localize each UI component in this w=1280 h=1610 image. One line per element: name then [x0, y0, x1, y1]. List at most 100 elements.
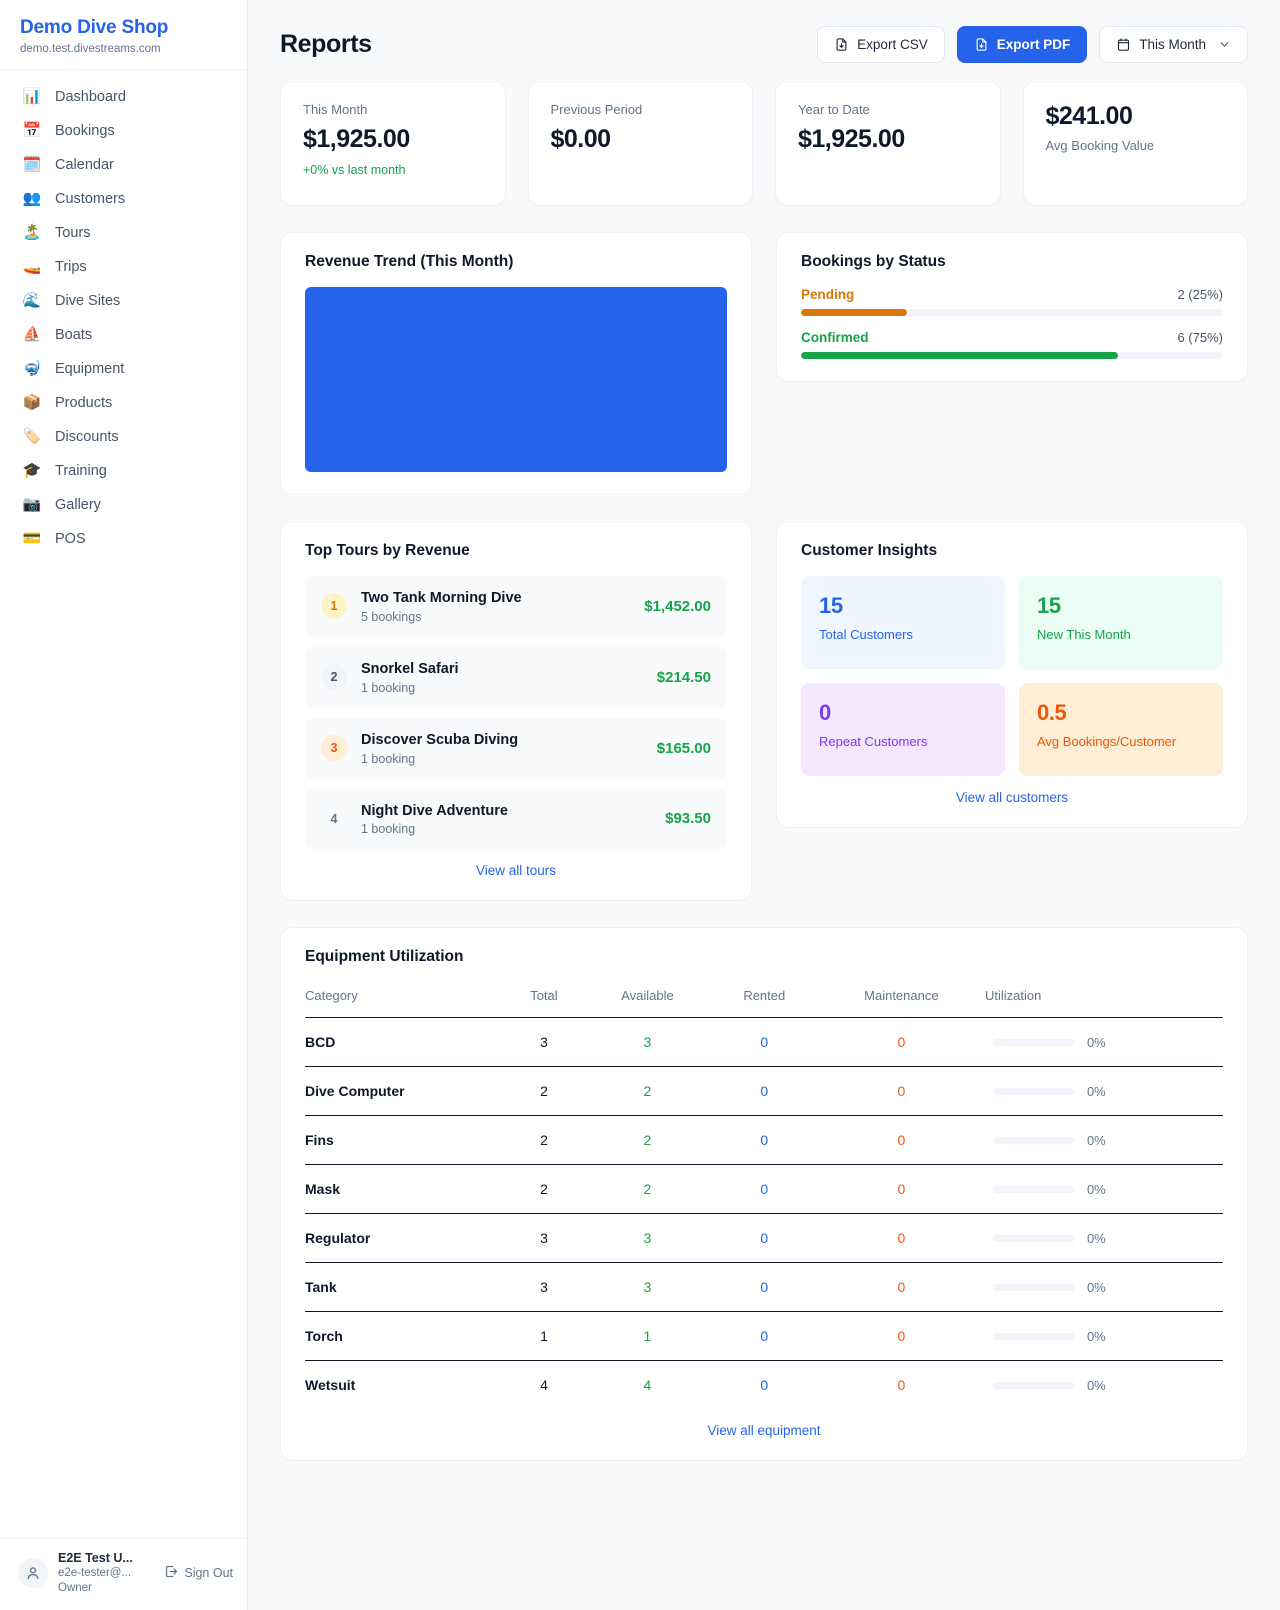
utilization-pct: 0%	[1086, 1034, 1106, 1050]
utilization-track	[992, 1332, 1075, 1340]
utilization-pct: 0%	[1086, 1230, 1106, 1246]
cell-available: 4	[643, 1377, 652, 1394]
sidebar-item-customers[interactable]: 👥 Customers	[0, 182, 247, 216]
sidebar-item-label: Boats	[55, 326, 93, 343]
tour-bookings-count: 1 booking	[361, 680, 416, 695]
column-header: Available	[584, 982, 711, 1019]
cell-utilization: 0%	[984, 1066, 1223, 1117]
sidebar-item-label: Calendar	[55, 156, 114, 173]
people-icon: 👥	[22, 190, 42, 208]
export-pdf-button[interactable]: Export PDF	[956, 26, 1088, 63]
cell-utilization: 0%	[984, 1311, 1223, 1362]
view-all-customers-link[interactable]: View all customers	[955, 790, 1069, 805]
sidebar-item-dashboard[interactable]: 📊 Dashboard	[0, 80, 247, 114]
status-progress-fill	[801, 352, 1118, 359]
sidebar-item-dive-sites[interactable]: 🌊 Dive Sites	[0, 284, 247, 318]
tour-row[interactable]: 4 Night Dive Adventure 1 booking $93.50	[305, 788, 727, 850]
cell-available: 3	[584, 1262, 711, 1313]
sidebar-nav: 📊 Dashboard 📅 Bookings 🗓️ Calendar 👥 Customers 🏝…	[0, 70, 247, 562]
revenue-trend-chart[interactable]	[305, 287, 727, 472]
sidebar-item-label: Trips	[55, 258, 87, 275]
top-tours-card: Top Tours by Revenue 1 Two Tank Morning D…	[280, 521, 752, 902]
sidebar-item-label: Tours	[55, 224, 91, 241]
sidebar-item-training[interactable]: 🎓 Training	[0, 454, 247, 488]
sidebar-item-products[interactable]: 📦 Products	[0, 386, 247, 420]
tour-bookings-count: 1 booking	[361, 822, 416, 837]
cell-maintenance: 0	[897, 1377, 906, 1394]
sidebar-item-pos[interactable]: 💳 POS	[0, 522, 247, 556]
kpi-value: $241.00	[1045, 102, 1133, 130]
charts-row: Revenue Trend (This Month) Bookings by S…	[280, 232, 1248, 495]
cell-maintenance: 0	[817, 1164, 985, 1215]
tour-name: Two Tank Morning Dive	[361, 590, 522, 606]
cell-maintenance: 0	[817, 1017, 985, 1068]
equipment-table-body: BCD 3 3 0 0 0% Dive Computer 2 2 0 0 0% Fins 2 2 0 0 0% Ma…	[305, 1017, 1223, 1410]
sidebar-item-bookings[interactable]: 📅 Bookings	[0, 114, 247, 148]
sidebar-item-trips[interactable]: 🚤 Trips	[0, 250, 247, 284]
kpi-card: Previous Period $0.00	[527, 81, 753, 206]
tour-rank-badge: 3	[321, 735, 347, 762]
sign-out-button[interactable]: Sign Out	[164, 1564, 233, 1582]
sidebar-item-boats[interactable]: ⛵ Boats	[0, 318, 247, 352]
table-row: Tank 3 3 0 0 0%	[305, 1262, 1223, 1313]
main-content: Reports Export CSV	[248, 0, 1280, 1610]
status-head: Confirmed 6 (75%)	[801, 330, 1223, 345]
credit-card-icon: 💳	[22, 530, 42, 548]
insight-tile: 0 Repeat Customers	[801, 683, 1005, 776]
content-area: This Month $1,925.00 +0% vs last month Prev…	[248, 81, 1280, 1491]
sign-out-icon	[164, 1564, 179, 1582]
cell-category: Mask	[305, 1164, 504, 1215]
period-select[interactable]: This Month	[1099, 26, 1248, 63]
tour-meta: Discover Scuba Diving 1 booking	[361, 731, 643, 766]
cell-maintenance: 0	[817, 1213, 985, 1264]
insight-tile: 15 New This Month	[1019, 576, 1223, 669]
utilization-track	[992, 1136, 1075, 1144]
cell-utilization: 0%	[984, 1213, 1223, 1264]
cell-rented: 0	[710, 1017, 818, 1068]
tour-row[interactable]: 2 Snorkel Safari 1 booking $214.50	[305, 646, 727, 708]
diving-mask-icon: 🤿	[22, 360, 42, 378]
cell-utilization: 0%	[984, 1017, 1223, 1068]
user-role: Owner	[58, 1582, 92, 1595]
period-label: This Month	[1139, 37, 1206, 52]
sidebar-item-equipment[interactable]: 🤿 Equipment	[0, 352, 247, 386]
sidebar-item-gallery[interactable]: 📷 Gallery	[0, 488, 247, 522]
cell-rented: 0	[710, 1115, 818, 1166]
brand-block[interactable]: Demo Dive Shop demo.test.divestreams.com	[0, 0, 247, 70]
utilization-pct: 0%	[1086, 1083, 1106, 1099]
utilization-pct: 0%	[1086, 1377, 1106, 1393]
tour-row[interactable]: 3 Discover Scuba Diving 1 booking $165.00	[305, 717, 727, 779]
top-tours-title: Top Tours by Revenue	[305, 542, 470, 559]
speedboat-icon: 🚤	[22, 258, 42, 276]
insight-tile: 0.5 Avg Bookings/Customer	[1019, 683, 1223, 776]
status-name: Confirmed	[801, 330, 869, 345]
utilization-wrap: 0%	[992, 1034, 1215, 1050]
file-download-icon	[974, 37, 989, 52]
cell-total: 3	[503, 1213, 585, 1264]
equipment-table: Category Total Available Rented Maintenance U…	[305, 982, 1223, 1409]
cell-utilization: 0%	[984, 1115, 1223, 1166]
table-row: Mask 2 2 0 0 0%	[305, 1164, 1223, 1215]
insight-value: 15	[1037, 593, 1061, 618]
sidebar-item-calendar[interactable]: 🗓️ Calendar	[0, 148, 247, 182]
sidebar-item-tours[interactable]: 🏝️ Tours	[0, 216, 247, 250]
view-all-equipment-link[interactable]: View all equipment	[707, 1423, 821, 1439]
tour-row[interactable]: 1 Two Tank Morning Dive 5 bookings $1,452.0…	[305, 576, 727, 637]
export-csv-button[interactable]: Export CSV	[817, 26, 945, 63]
utilization-wrap: 0%	[992, 1280, 1215, 1295]
kpi-value: $1,925.00	[303, 125, 410, 153]
tour-rank-badge: 4	[330, 811, 338, 826]
sidebar-item-discounts[interactable]: 🏷️ Discounts	[0, 420, 247, 454]
view-all-tours-link[interactable]: View all tours	[475, 863, 557, 879]
insight-label: Repeat Customers	[819, 734, 928, 749]
top-tours-list: 1 Two Tank Morning Dive 5 bookings $1,452.0…	[305, 576, 727, 850]
calendar-date-icon: 📅	[22, 122, 42, 140]
tour-name: Snorkel Safari	[361, 660, 459, 677]
user-meta: E2E Test U... e2e-tester@... Owner	[58, 1551, 154, 1597]
tour-meta: Two Tank Morning Dive 5 bookings	[361, 589, 630, 624]
status-name: Pending	[801, 287, 855, 302]
customer-insights-title: Customer Insights	[801, 542, 938, 559]
page-title: Reports	[280, 30, 372, 58]
file-download-icon	[834, 37, 849, 52]
